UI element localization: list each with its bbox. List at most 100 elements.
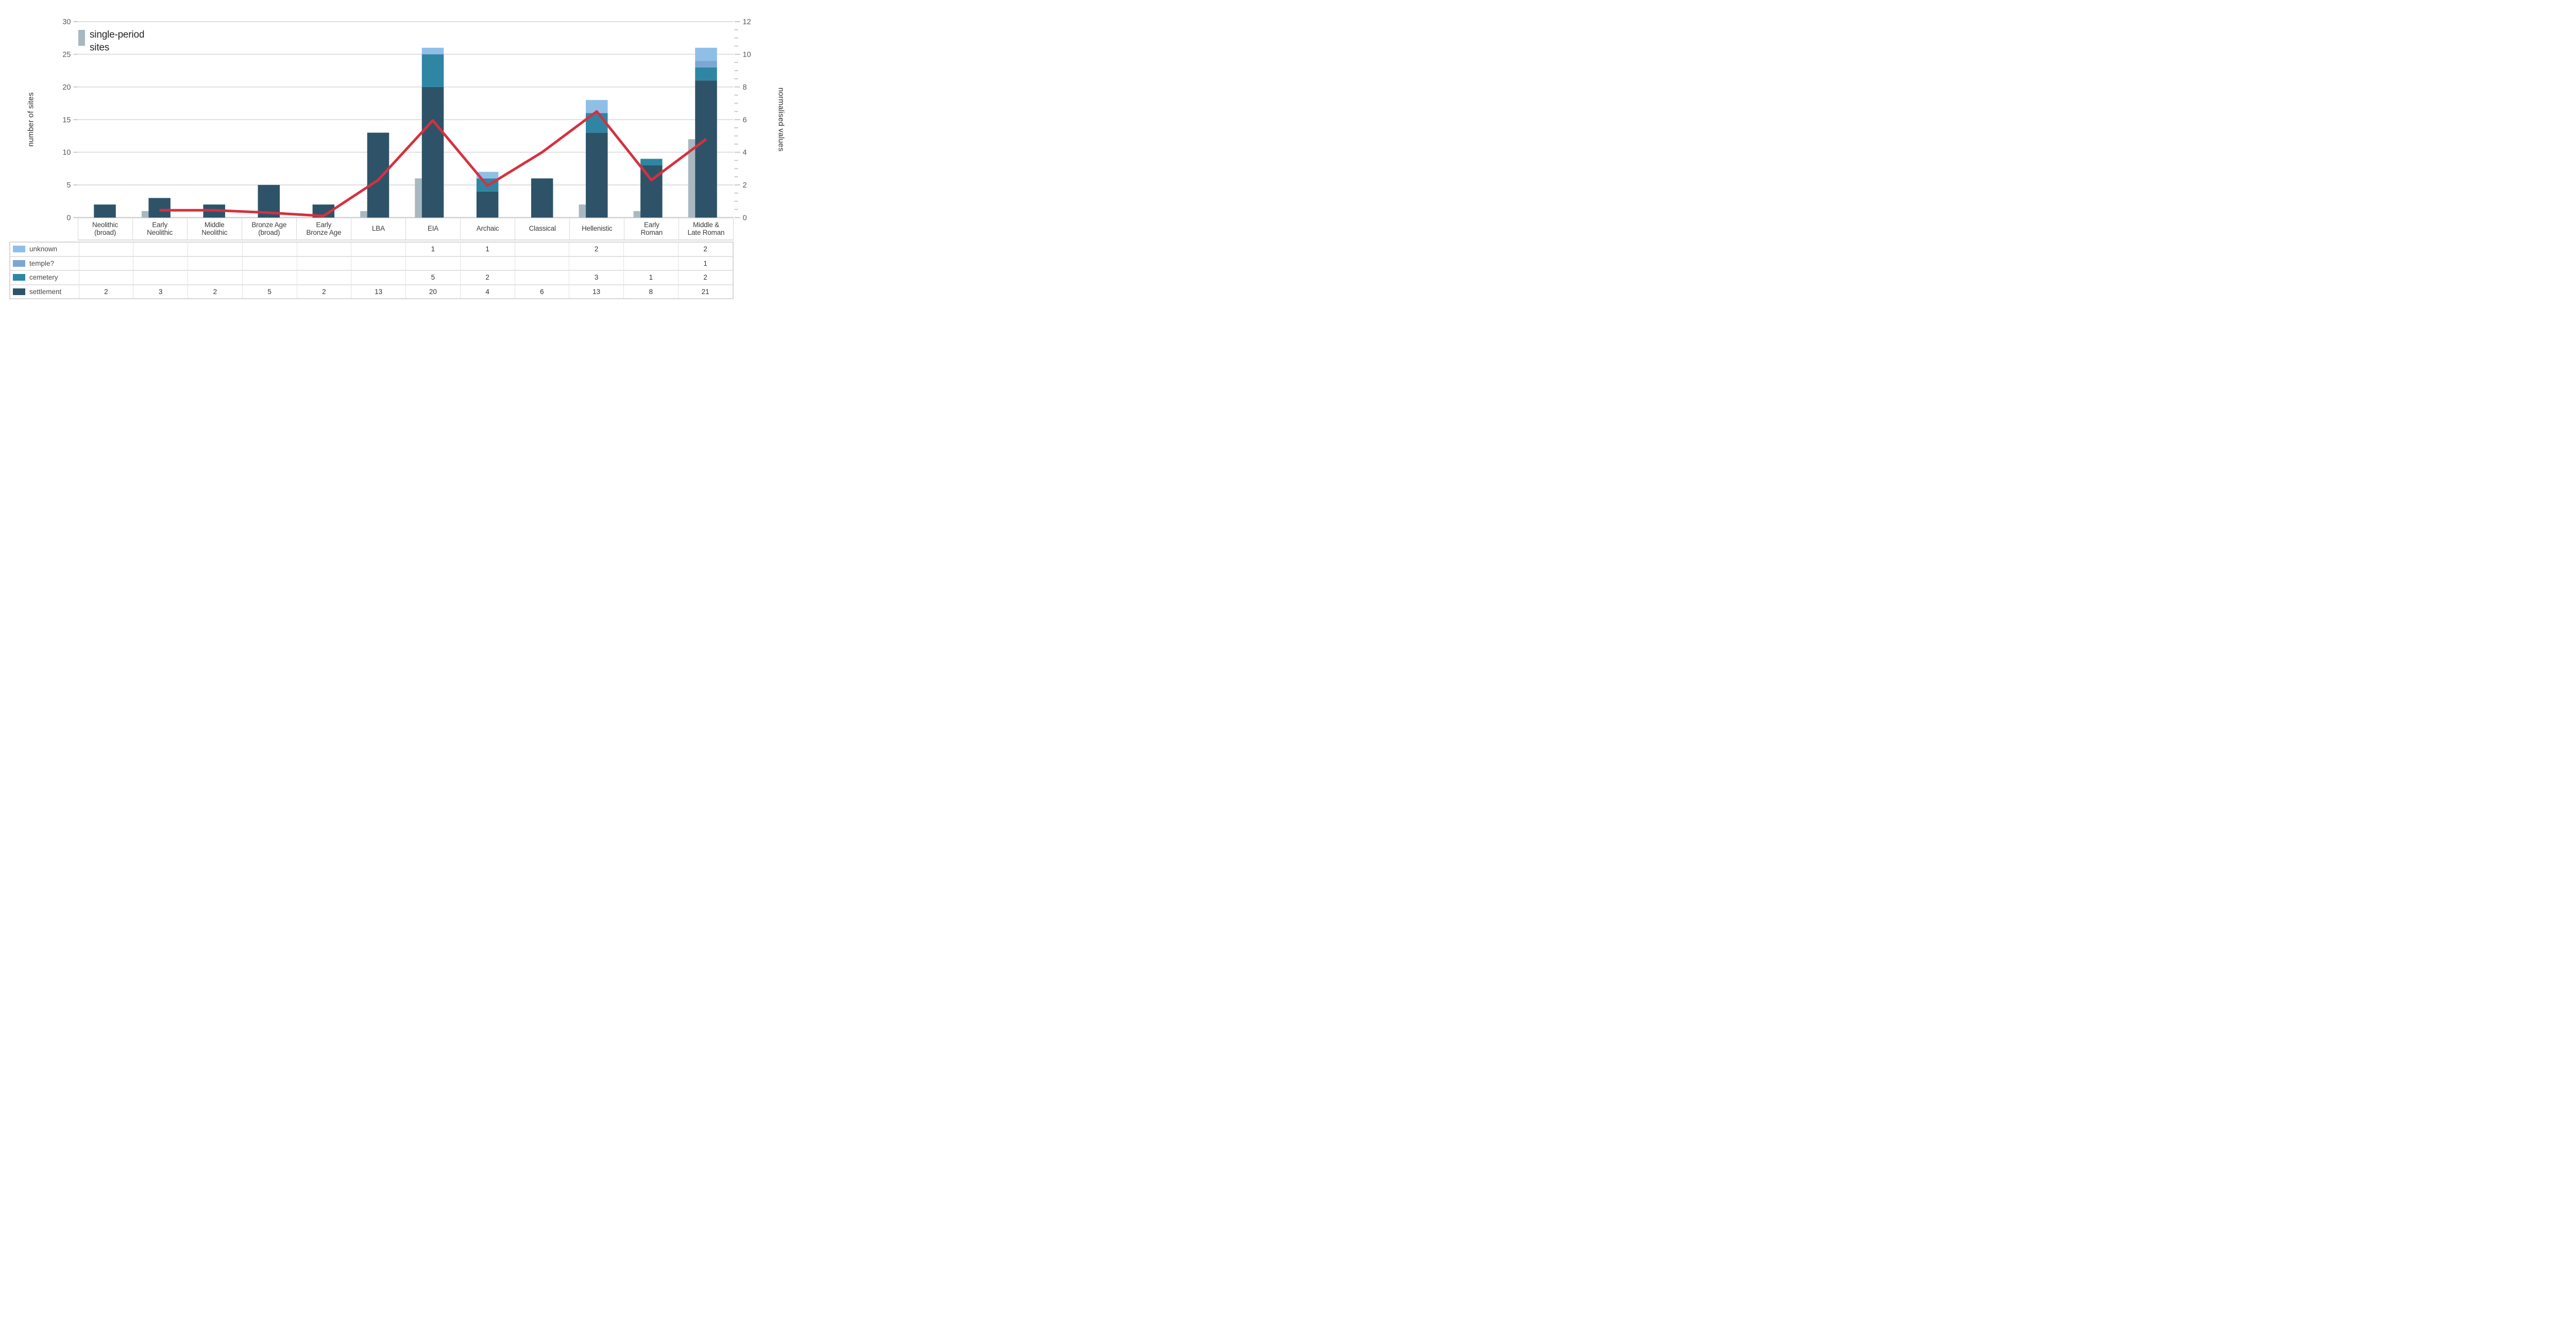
- table-cell: [78, 243, 133, 256]
- row-swatch: [13, 274, 25, 281]
- table-cell: [242, 256, 297, 270]
- left-axis-tick-label: 15: [62, 116, 71, 124]
- table-row-label: cemetery: [29, 273, 58, 282]
- table-row: settlement 2 3 2 5 2 13 20 4 6 13 8 21: [10, 284, 733, 299]
- table-row: cemetery 5 2 3 1 2: [10, 270, 733, 284]
- table-cell: 2: [296, 285, 351, 298]
- bar-single-period: [633, 211, 641, 218]
- bar-segment-unknown: [476, 171, 499, 179]
- table-cell: [78, 271, 133, 284]
- table-cell: [351, 256, 405, 270]
- table-cell: 2: [460, 271, 515, 284]
- bar-segment-settlement: [695, 80, 717, 218]
- bar-segment-cemetery: [695, 67, 717, 81]
- bar-single-period: [360, 211, 367, 218]
- x-axis-label: Hellenistic: [569, 218, 624, 239]
- table-cell: [514, 256, 569, 270]
- legend: single-period sites: [78, 28, 157, 54]
- left-axis-tick-label: 10: [62, 149, 71, 157]
- x-axis-label: Classical: [515, 218, 569, 239]
- bar-single-period: [415, 178, 422, 218]
- left-axis-tick-label: 30: [62, 18, 71, 26]
- x-axis-label: Bronze Age (broad): [241, 218, 296, 239]
- bar-segment-settlement: [367, 132, 389, 218]
- table-cell: 3: [569, 271, 623, 284]
- bar-segment-cemetery: [640, 159, 663, 166]
- table-cell: [569, 256, 623, 270]
- right-axis-tick-label: 6: [743, 116, 747, 124]
- bar-single-period: [688, 139, 696, 218]
- table-cell: [242, 243, 297, 256]
- right-axis-tick-label: 8: [743, 83, 747, 92]
- x-axis-label: Neolithic (broad): [77, 218, 132, 239]
- bar-single-period: [579, 204, 586, 218]
- table-cell: [188, 256, 242, 270]
- bar-segment-settlement: [476, 191, 499, 218]
- table-cell: [623, 256, 678, 270]
- right-axis-title: normalised values: [776, 87, 786, 152]
- bar-segment-unknown: [421, 47, 444, 55]
- table-cell: 21: [677, 285, 733, 298]
- left-axis-title: number of sites: [26, 92, 36, 147]
- table-cell: [296, 271, 351, 284]
- table-row-header-settlement: settlement: [10, 285, 79, 299]
- table-cell: 2: [677, 271, 733, 284]
- table-row-header-cemetery: cemetery: [10, 271, 79, 284]
- left-axis-tick-label: 25: [62, 50, 71, 59]
- bar-segment-temple: [695, 61, 717, 67]
- row-swatch: [13, 260, 25, 267]
- table-cell: [78, 256, 133, 270]
- table-cell: [405, 256, 460, 270]
- left-axis-tick-label: 20: [62, 83, 71, 92]
- table-cell: [133, 271, 188, 284]
- table-cell: [133, 256, 188, 270]
- chart-canvas: 0 5 10 15 20 25 30 0 2 4 6 8 10 12: [62, 18, 751, 222]
- table-cell: 1: [677, 256, 733, 270]
- table-cell: 1: [460, 243, 515, 256]
- table-cell: [242, 271, 297, 284]
- chart-page: 0 5 10 15 20 25 30 0 2 4 6 8 10 12 number of sites no…: [0, 0, 793, 313]
- x-axis-label: Archaic: [460, 218, 515, 239]
- table-cell: 5: [405, 271, 460, 284]
- right-axis-tick-label: 2: [743, 181, 747, 190]
- row-swatch: [13, 288, 25, 295]
- table-row-label: settlement: [29, 287, 62, 296]
- legend-swatch-single-period: [78, 30, 85, 46]
- right-axis-tick-label: 4: [743, 149, 747, 157]
- x-axis-label: LBA: [350, 218, 405, 239]
- table-cell: [133, 243, 188, 256]
- table-cell: 6: [514, 285, 569, 298]
- bar-segment-settlement: [148, 198, 171, 218]
- table-cell: 2: [188, 285, 242, 298]
- table-row-header-unknown: unknown: [10, 243, 79, 256]
- table-cell: [351, 271, 405, 284]
- table-cell: [351, 243, 405, 256]
- table-row-header-temple: temple?: [10, 257, 79, 270]
- x-axis-label: Middle & Late Roman: [679, 218, 734, 239]
- table-cell: [188, 271, 242, 284]
- table-cell: 2: [78, 285, 133, 298]
- table-cell: [623, 243, 678, 256]
- right-axis-tick-label: 0: [743, 214, 747, 222]
- table-cell: 8: [623, 285, 678, 298]
- table-cell: 13: [569, 285, 623, 298]
- table-cell: 1: [405, 243, 460, 256]
- x-axis-label-row: Neolithic (broad) Early Neolithic Middle N…: [77, 218, 734, 241]
- legend-label: single-period sites: [90, 29, 145, 53]
- row-swatch: [13, 246, 25, 253]
- table-cell: 2: [677, 243, 733, 256]
- table-cell: [514, 271, 569, 284]
- bar-segment-settlement: [94, 204, 116, 218]
- table-row-label: unknown: [29, 245, 58, 253]
- left-axis-tick-label: 5: [66, 181, 71, 190]
- table-cell: 2: [569, 243, 623, 256]
- normalised-values-line: [159, 110, 707, 217]
- table-cell: [188, 243, 242, 256]
- table-cell: 3: [133, 285, 188, 298]
- right-axis-tick-label: 12: [743, 18, 751, 26]
- bar-single-period: [141, 211, 149, 218]
- bar-segment-settlement: [531, 178, 553, 218]
- bar-segment-settlement: [586, 132, 608, 218]
- x-axis-label: EIA: [405, 218, 460, 239]
- table-cell: 4: [460, 285, 515, 298]
